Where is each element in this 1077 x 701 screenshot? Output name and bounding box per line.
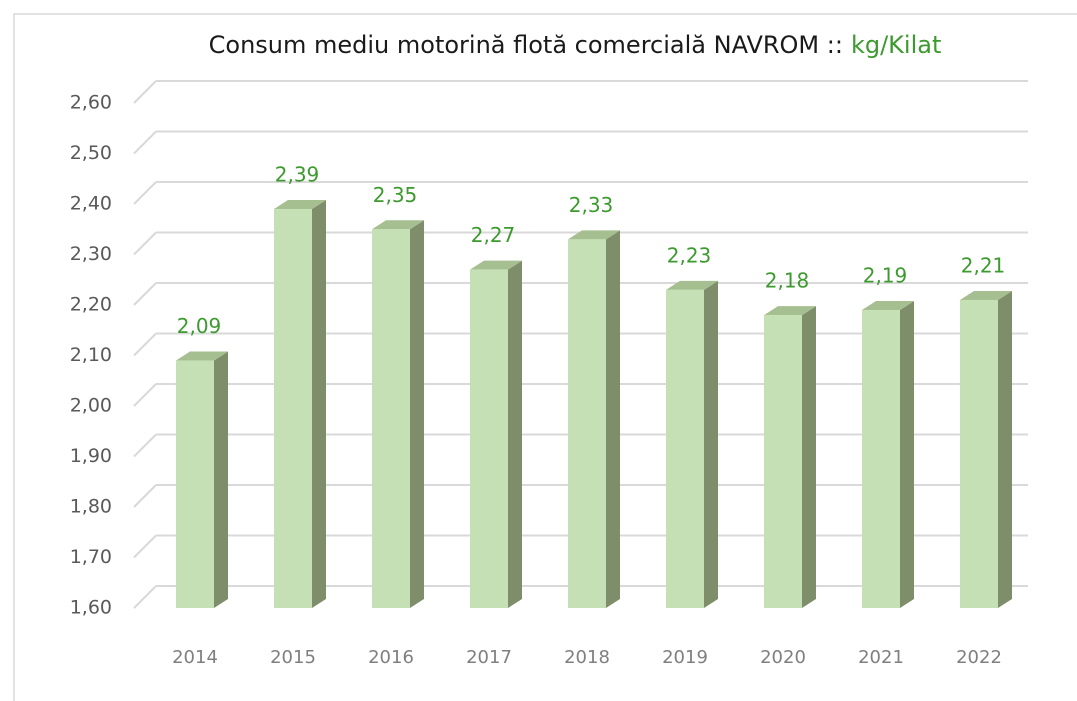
grid-line [133, 282, 157, 306]
bar [764, 315, 802, 608]
value-label: 2,18 [765, 269, 810, 293]
x-tick-label: 2021 [858, 647, 904, 668]
bar-side [704, 280, 718, 608]
chart-title: Consum mediu motorină flotă comercială N… [209, 31, 942, 59]
value-label: 2,39 [275, 163, 320, 187]
value-label: 2,27 [471, 223, 516, 247]
y-tick-label: 1,80 [70, 496, 112, 518]
bar-top [274, 200, 326, 210]
bar-side [508, 260, 522, 608]
grid-line [133, 484, 157, 508]
bar [666, 289, 704, 608]
bar-top [862, 301, 914, 311]
y-tick-label: 2,00 [70, 395, 112, 417]
bar [568, 239, 606, 608]
value-label: 2,23 [667, 243, 712, 267]
y-tick-label: 2,30 [70, 243, 112, 265]
value-label: 2,35 [373, 183, 418, 207]
grid-line [133, 181, 157, 205]
x-tick-label: 2019 [662, 647, 708, 668]
y-tick-label: 1,60 [70, 597, 112, 619]
bar-top [764, 306, 816, 316]
y-tick-label: 1,90 [70, 445, 112, 467]
grid-line [133, 80, 157, 104]
bar [176, 360, 214, 608]
bar-top [666, 280, 718, 290]
x-tick-label: 2014 [172, 647, 218, 668]
bar [470, 269, 508, 608]
bar-top [470, 260, 522, 270]
bar-side [606, 230, 620, 608]
x-tick-label: 2020 [760, 647, 806, 668]
bar-side [410, 220, 424, 608]
grid-line [133, 130, 157, 155]
y-tick-label: 2,10 [70, 344, 112, 366]
x-tick-label: 2016 [368, 647, 414, 668]
chart-border [13, 13, 1077, 701]
bar [274, 209, 312, 609]
bar-top [176, 351, 228, 361]
y-tick-label: 2,40 [70, 193, 112, 215]
value-label: 2,09 [177, 314, 222, 338]
x-tick-label: 2018 [564, 647, 610, 668]
value-label: 2,19 [863, 264, 908, 288]
grid-line [133, 534, 157, 559]
grid-line [133, 383, 157, 407]
title-text: Consum mediu motorină flotă comercială N… [209, 31, 843, 59]
value-label: 2,21 [961, 253, 1006, 277]
bar [862, 310, 900, 608]
bar-top [372, 220, 424, 230]
x-tick-label: 2017 [466, 647, 512, 668]
bar-side [312, 200, 326, 609]
bar [960, 299, 998, 608]
value-label: 2,33 [569, 193, 614, 217]
bar-side [214, 351, 228, 608]
grid-line [133, 585, 157, 609]
bar-side [802, 306, 816, 608]
bar [372, 229, 410, 608]
y-tick-label: 2,50 [70, 142, 112, 164]
x-tick-label: 2022 [956, 647, 1002, 668]
grid-line [133, 332, 157, 357]
x-tick-label: 2015 [270, 647, 316, 668]
bar-top [960, 290, 1012, 300]
bar-top [568, 230, 620, 240]
grid-line [133, 433, 157, 458]
title-unit: kg/Kilat [851, 31, 941, 59]
grid-line [133, 231, 157, 256]
y-tick-label: 1,70 [70, 546, 112, 568]
bar-side [998, 290, 1012, 608]
y-tick-label: 2,60 [70, 92, 112, 114]
bar-side [900, 301, 914, 608]
y-tick-label: 2,20 [70, 294, 112, 316]
